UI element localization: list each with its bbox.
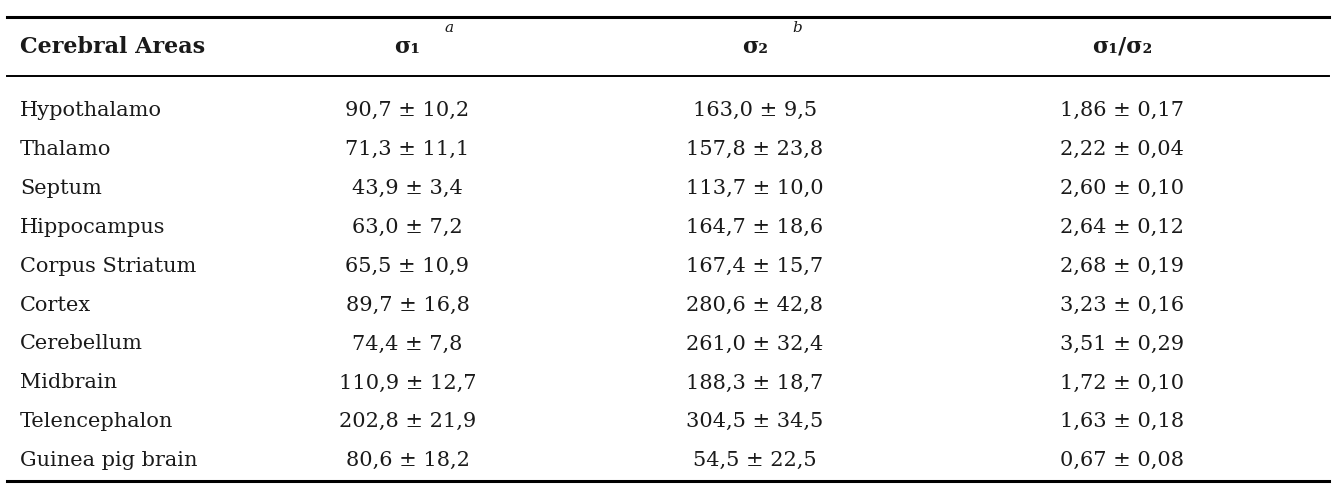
Text: a: a bbox=[445, 21, 454, 35]
Text: Guinea pig brain: Guinea pig brain bbox=[20, 451, 198, 470]
Text: 0,67 ± 0,08: 0,67 ± 0,08 bbox=[1061, 451, 1184, 470]
Text: Telencephalon: Telencephalon bbox=[20, 413, 174, 431]
Text: 157,8 ± 23,8: 157,8 ± 23,8 bbox=[687, 140, 823, 159]
Text: Cerebral Areas: Cerebral Areas bbox=[20, 36, 206, 57]
Text: 202,8 ± 21,9: 202,8 ± 21,9 bbox=[339, 413, 476, 431]
Text: 65,5 ± 10,9: 65,5 ± 10,9 bbox=[346, 257, 469, 275]
Text: 54,5 ± 22,5: 54,5 ± 22,5 bbox=[693, 451, 816, 470]
Text: 1,63 ± 0,18: 1,63 ± 0,18 bbox=[1061, 413, 1184, 431]
Text: 261,0 ± 32,4: 261,0 ± 32,4 bbox=[687, 335, 823, 353]
Text: 167,4 ± 15,7: 167,4 ± 15,7 bbox=[687, 257, 823, 275]
Text: Hippocampus: Hippocampus bbox=[20, 218, 166, 237]
Text: Corpus Striatum: Corpus Striatum bbox=[20, 257, 196, 275]
Text: 188,3 ± 18,7: 188,3 ± 18,7 bbox=[687, 373, 823, 392]
Text: 2,64 ± 0,12: 2,64 ± 0,12 bbox=[1061, 218, 1184, 237]
Text: 80,6 ± 18,2: 80,6 ± 18,2 bbox=[346, 451, 469, 470]
Text: 164,7 ± 18,6: 164,7 ± 18,6 bbox=[687, 218, 823, 237]
Text: 43,9 ± 3,4: 43,9 ± 3,4 bbox=[353, 179, 462, 197]
Text: 2,60 ± 0,10: 2,60 ± 0,10 bbox=[1061, 179, 1184, 197]
Text: Cerebellum: Cerebellum bbox=[20, 335, 143, 353]
Text: Hypothalamo: Hypothalamo bbox=[20, 101, 162, 120]
Text: Midbrain: Midbrain bbox=[20, 373, 118, 392]
Text: 74,4 ± 7,8: 74,4 ± 7,8 bbox=[353, 335, 462, 353]
Text: 1,86 ± 0,17: 1,86 ± 0,17 bbox=[1061, 101, 1184, 120]
Text: 2,22 ± 0,04: 2,22 ± 0,04 bbox=[1061, 140, 1184, 159]
Text: Cortex: Cortex bbox=[20, 295, 91, 315]
Text: 3,51 ± 0,29: 3,51 ± 0,29 bbox=[1061, 335, 1184, 353]
Text: 3,23 ± 0,16: 3,23 ± 0,16 bbox=[1061, 295, 1184, 315]
Text: 113,7 ± 10,0: 113,7 ± 10,0 bbox=[685, 179, 824, 197]
Text: Thalamo: Thalamo bbox=[20, 140, 111, 159]
Text: 2,68 ± 0,19: 2,68 ± 0,19 bbox=[1061, 257, 1184, 275]
Text: Septum: Septum bbox=[20, 179, 102, 197]
Text: 163,0 ± 9,5: 163,0 ± 9,5 bbox=[693, 101, 816, 120]
Text: b: b bbox=[792, 21, 802, 35]
Text: σ₁/σ₂: σ₁/σ₂ bbox=[1092, 36, 1153, 57]
Text: 71,3 ± 11,1: 71,3 ± 11,1 bbox=[345, 140, 470, 159]
Text: 304,5 ± 34,5: 304,5 ± 34,5 bbox=[687, 413, 823, 431]
Text: 280,6 ± 42,8: 280,6 ± 42,8 bbox=[687, 295, 823, 315]
Text: 1,72 ± 0,10: 1,72 ± 0,10 bbox=[1061, 373, 1184, 392]
Text: 90,7 ± 10,2: 90,7 ± 10,2 bbox=[346, 101, 469, 120]
Text: 89,7 ± 16,8: 89,7 ± 16,8 bbox=[346, 295, 469, 315]
Text: 63,0 ± 7,2: 63,0 ± 7,2 bbox=[353, 218, 462, 237]
Text: σ₁: σ₁ bbox=[394, 36, 421, 57]
Text: σ₂: σ₂ bbox=[741, 36, 768, 57]
Text: 110,9 ± 12,7: 110,9 ± 12,7 bbox=[339, 373, 476, 392]
